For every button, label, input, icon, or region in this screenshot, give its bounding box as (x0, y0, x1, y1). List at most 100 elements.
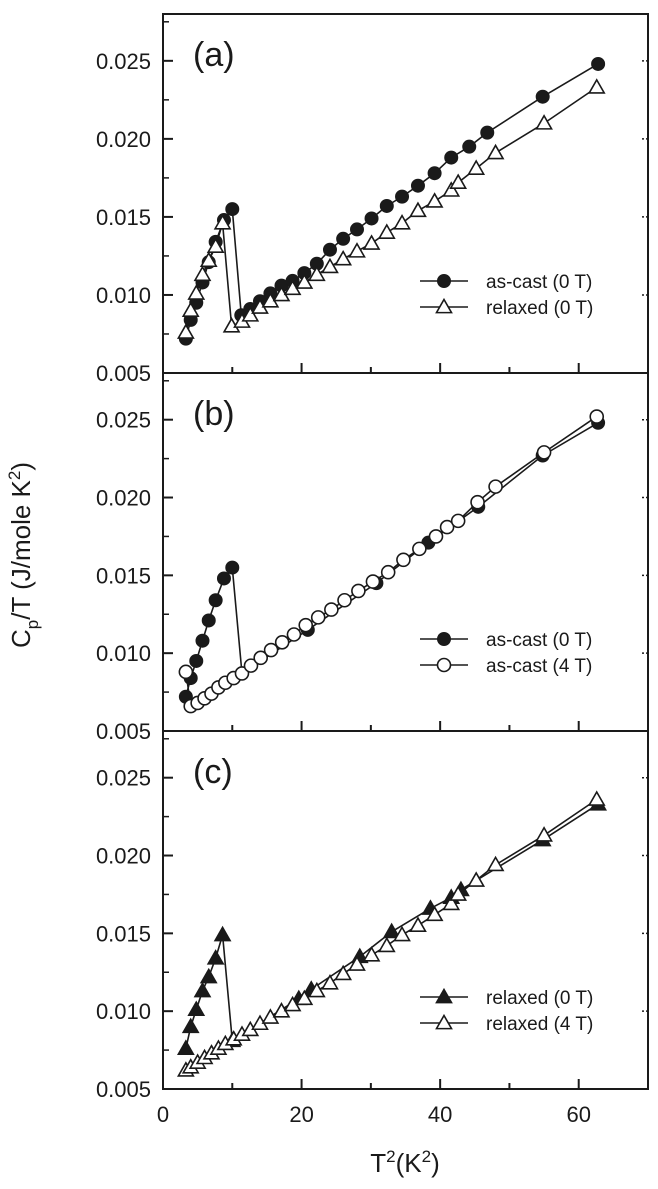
data-point (176, 1039, 195, 1055)
series-as-cast-4-t- (178, 409, 605, 714)
legend-entry: relaxed (0 T) (420, 987, 593, 1009)
data-point (470, 494, 485, 510)
y-tick-label: 0.010 (96, 283, 151, 308)
y-tick-label: 0.015 (96, 205, 151, 230)
y-tick-label: 0.025 (96, 766, 151, 791)
data-point (199, 251, 218, 268)
y-tick-label: 0.025 (96, 408, 151, 433)
data-point (442, 181, 461, 197)
data-point (428, 529, 444, 544)
data-point (449, 173, 468, 189)
y-tick-label: 0.020 (96, 844, 151, 869)
data-point (337, 592, 352, 608)
legend-label: as-cast (0 T) (486, 630, 592, 651)
data-point (380, 564, 396, 580)
data-point (535, 114, 553, 130)
data-point (409, 201, 427, 218)
data-point (307, 265, 326, 282)
data-point (201, 613, 216, 628)
data-point (365, 574, 381, 589)
data-point (535, 826, 553, 842)
plot-frame (162, 730, 649, 1090)
data-point (310, 610, 326, 625)
data-point (213, 214, 232, 230)
data-point (486, 855, 505, 872)
data-point (208, 593, 223, 608)
data-point (364, 211, 379, 226)
panel-b: 0.005 0.010 0.015 0.020 0.025 (b) as-cast (0 T… (96, 372, 649, 744)
y-tick-label: 0.015 (96, 563, 151, 588)
data-point (450, 513, 466, 529)
data-point (307, 981, 326, 998)
data-point (216, 571, 231, 586)
panel-label: (c) (193, 753, 233, 791)
data-point (274, 634, 290, 650)
data-point (435, 1013, 453, 1030)
data-point (393, 925, 411, 942)
x-axis-title: T2(K2) (370, 1147, 440, 1178)
data-point (462, 139, 477, 154)
data-point (178, 664, 194, 680)
data-point (187, 1000, 206, 1017)
data-point (467, 871, 486, 887)
data-point (382, 922, 401, 939)
data-point (225, 560, 240, 575)
data-point (351, 583, 366, 599)
data-point (412, 541, 427, 557)
data-point (435, 297, 453, 314)
data-point (253, 650, 268, 666)
legend-entry: relaxed (4 T) (420, 1013, 593, 1035)
data-point (425, 905, 444, 922)
data-point (243, 658, 259, 673)
legend-label: relaxed (4 T) (486, 1014, 593, 1035)
data-point (181, 301, 200, 317)
x-tick-label: 60 (566, 1102, 590, 1127)
y-tick-label: 0.010 (96, 641, 151, 666)
data-point (377, 936, 396, 953)
data-point (362, 946, 381, 962)
data-point (536, 445, 552, 460)
data-point (286, 627, 302, 642)
x-tick-label: 40 (428, 1102, 452, 1127)
y-tick-label: 0.005 (96, 1077, 151, 1102)
y-tick-label: 0.020 (96, 127, 151, 152)
data-point (295, 989, 314, 1006)
legend-entry: as-cast (4 T) (420, 656, 592, 677)
series-relaxed-4-t- (176, 790, 606, 1077)
data-point (336, 231, 351, 246)
data-point (410, 178, 425, 193)
data-point (187, 284, 206, 300)
legend-label: as-cast (0 T) (486, 272, 592, 293)
panel-c: 0.005 0.010 0.015 0.020 0.025 (c) relaxed (0 T… (96, 730, 649, 1102)
data-point (234, 666, 250, 681)
data-point (486, 143, 505, 160)
data-point (334, 249, 353, 266)
data-point (442, 894, 461, 911)
series-relaxed-0-t- (176, 78, 606, 339)
y-tick-label: 0.015 (96, 921, 151, 946)
panel-label: (a) (193, 36, 235, 74)
data-point (377, 223, 396, 239)
legend-entry: relaxed (0 T) (420, 297, 593, 319)
data-point (437, 274, 451, 288)
data-point (435, 987, 453, 1004)
y-axis-title: Cp/T (J/mole K2) (5, 462, 42, 648)
data-point (350, 222, 364, 237)
data-point (193, 981, 212, 998)
data-point (199, 967, 218, 984)
data-point (437, 632, 451, 646)
legend-entry: as-cast (0 T) (420, 272, 592, 293)
data-point (213, 925, 232, 942)
data-point (396, 552, 411, 568)
data-point (488, 479, 503, 494)
panel-a: 0.005 0.010 0.015 0.020 0.025 (a) as-cast (0 T… (96, 13, 649, 386)
data-point (393, 214, 411, 230)
data-point (324, 602, 339, 617)
data-point (195, 633, 210, 648)
data-point (444, 150, 459, 165)
data-point (176, 323, 195, 339)
data-point (587, 790, 606, 806)
legend-label: relaxed (0 T) (486, 298, 593, 319)
data-point (467, 159, 486, 175)
y-tick-label: 0.010 (96, 999, 151, 1024)
